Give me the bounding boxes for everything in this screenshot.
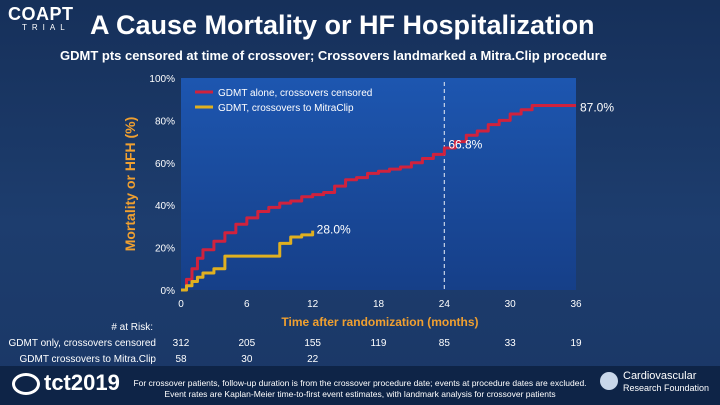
x-tick-label: 36 bbox=[570, 299, 582, 310]
coapt-logo-text: COAPT bbox=[8, 4, 74, 24]
risk-cell: 119 bbox=[371, 338, 387, 349]
page-title: A Cause Mortality or HF Hospitalization bbox=[90, 10, 595, 40]
risk-row-label: GDMT only, crossovers censored bbox=[9, 338, 156, 349]
y-axis-label: Mortality or HFH (%) bbox=[122, 117, 138, 252]
tct-logo-icon bbox=[12, 373, 40, 396]
data-label: 66.8% bbox=[448, 137, 482, 151]
x-tick-label: 6 bbox=[244, 299, 250, 310]
risk-cell: 30 bbox=[241, 354, 253, 365]
risk-cell: 155 bbox=[304, 338, 321, 349]
x-tick-label: 0 bbox=[178, 299, 184, 310]
series-line-gdmt-alone bbox=[181, 104, 576, 292]
crf-logo: Cardiovascular Research Foundation bbox=[600, 370, 712, 394]
risk-cell: 312 bbox=[173, 338, 190, 349]
risk-cell: 22 bbox=[307, 354, 319, 365]
km-chart: 0% 20% 40% 60% 80% 100% 0 6 12 18 24 30 36 GDMT alo… bbox=[9, 74, 614, 365]
legend-label: GDMT alone, crossovers censored bbox=[218, 88, 372, 99]
x-tick-label: 30 bbox=[505, 299, 517, 310]
coapt-logo: COAPT TRIAL bbox=[8, 4, 78, 34]
risk-row-label: GDMT crossovers to Mitra.Clip bbox=[19, 354, 156, 365]
crf-logo-line-1: Cardiovascular bbox=[623, 370, 697, 382]
x-axis-label: Time after randomization (months) bbox=[281, 315, 478, 329]
y-tick-label: 80% bbox=[155, 116, 175, 127]
risk-cell: 205 bbox=[238, 338, 255, 349]
y-tick-label: 60% bbox=[155, 159, 175, 170]
x-tick-label: 18 bbox=[373, 299, 385, 310]
tct-logo: tct2019 bbox=[12, 370, 120, 396]
risk-cell: 19 bbox=[570, 338, 582, 349]
risk-cell: 58 bbox=[175, 354, 187, 365]
series-line-gdmt-crossover bbox=[181, 230, 315, 292]
x-tick-label: 12 bbox=[307, 299, 319, 310]
y-tick-label: 0% bbox=[161, 286, 176, 297]
page-subtitle: GDMT pts censored at time of crossover; … bbox=[60, 48, 607, 63]
risk-table-header: # at Risk: bbox=[111, 322, 153, 333]
risk-cell: 85 bbox=[439, 338, 451, 349]
footer-bar bbox=[0, 366, 720, 405]
footnote-line-1: For crossover patients, follow-up durati… bbox=[133, 378, 587, 388]
risk-cell: 33 bbox=[505, 338, 517, 349]
data-label: 28.0% bbox=[317, 223, 351, 237]
footnote-line-2: Event rates are Kaplan-Meier time-to-fir… bbox=[164, 389, 556, 399]
tct-logo-text: tct2019 bbox=[44, 370, 120, 395]
y-tick-label: 20% bbox=[155, 244, 175, 255]
x-tick-label: 24 bbox=[439, 299, 451, 310]
y-tick-label: 40% bbox=[155, 201, 175, 212]
coapt-logo-sub: TRIAL bbox=[22, 23, 70, 32]
y-tick-label: 100% bbox=[149, 74, 175, 85]
legend-label: GDMT, crossovers to MitraClip bbox=[218, 103, 354, 114]
crf-logo-icon bbox=[600, 372, 618, 390]
crf-logo-line-2: Research Foundation bbox=[623, 383, 710, 393]
data-label: 87.0% bbox=[580, 101, 614, 115]
footnote: For crossover patients, follow-up durati… bbox=[110, 378, 610, 400]
